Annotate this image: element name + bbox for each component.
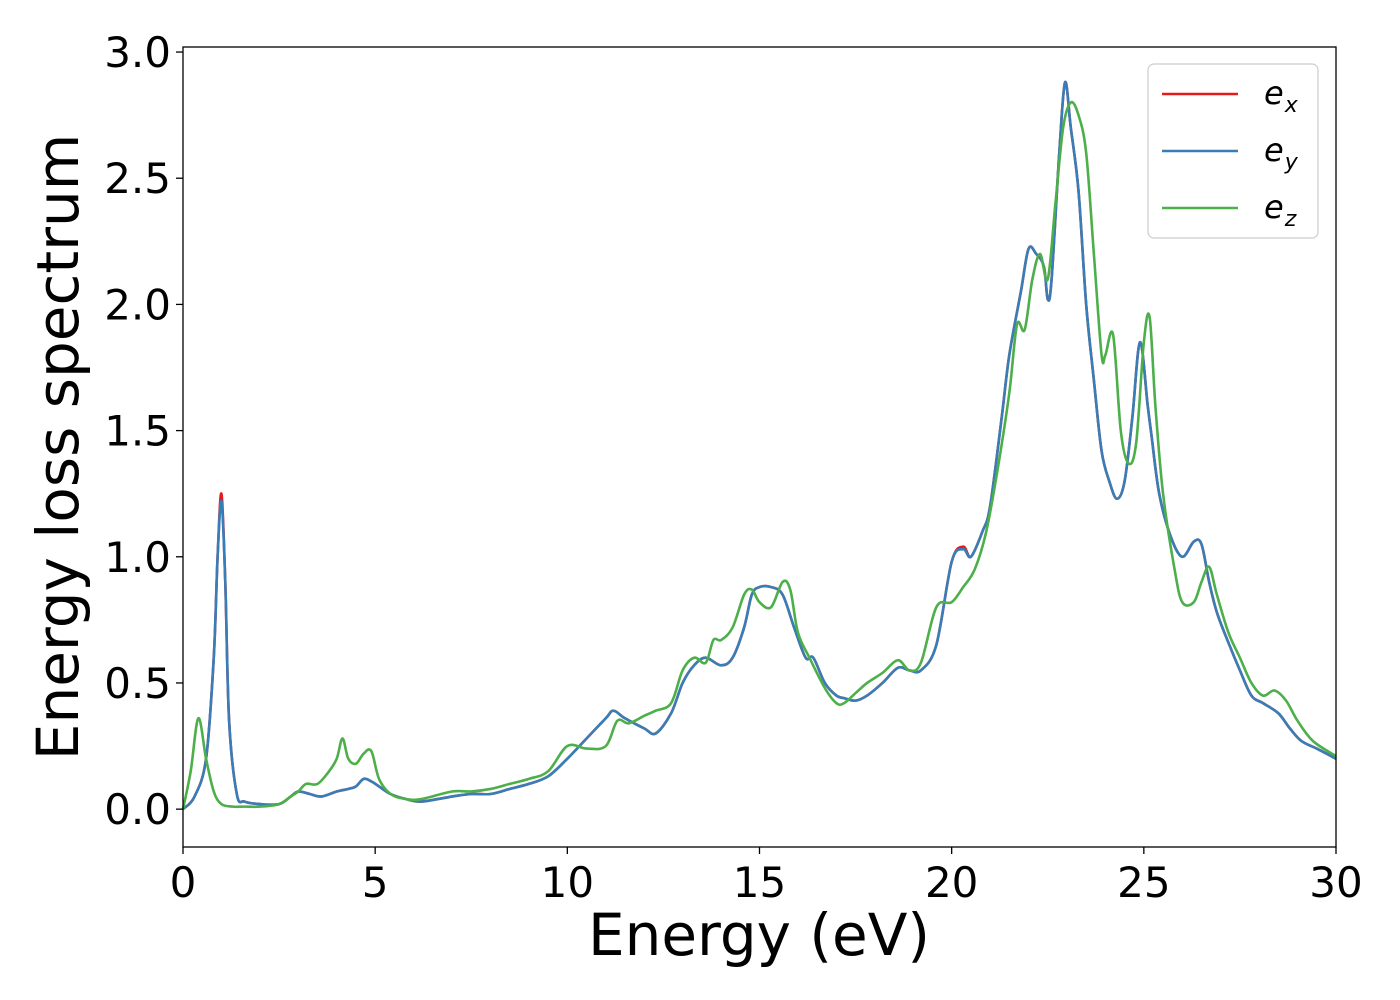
y-tick-label: 2.5: [104, 154, 171, 203]
series-line-ey: [182, 81, 1337, 811]
y-tick-label: 3.0: [104, 28, 171, 77]
y-tick-label: 0.5: [104, 659, 171, 708]
x-tick-label: 15: [733, 858, 786, 907]
x-tick-label: 0: [170, 858, 197, 907]
x-axis-title: Energy (eV): [588, 901, 930, 969]
x-tick-label: 5: [362, 858, 389, 907]
series-layer: [181, 81, 1337, 811]
y-tick-label: 0.0: [104, 785, 171, 834]
x-tick-label: 30: [1309, 858, 1362, 907]
x-axis-ticks: 0 5 10 15 20 25 30: [170, 847, 1363, 907]
y-tick-label: 1.0: [104, 533, 171, 582]
x-tick-label: 20: [925, 858, 978, 907]
legend-label-ez: ez: [1264, 188, 1297, 232]
x-tick-label: 25: [1117, 858, 1170, 907]
series-line-ez: [181, 100, 1337, 810]
y-axis-title: Energy loss spectrum: [24, 134, 92, 760]
y-tick-label: 1.5: [104, 407, 171, 456]
x-tick-label: 10: [541, 858, 594, 907]
y-axis-ticks: 0.0 0.5 1.0 1.5 2.0 2.5 3.0: [104, 28, 183, 834]
y-tick-label: 2.0: [104, 280, 171, 329]
